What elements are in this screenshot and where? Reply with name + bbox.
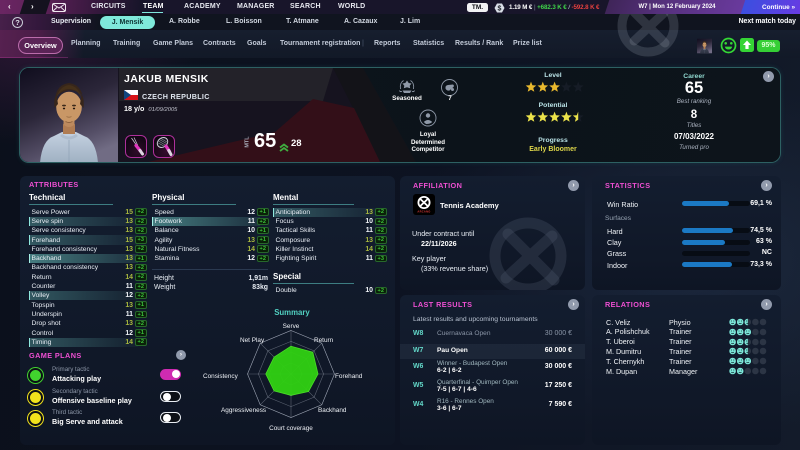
svg-text:$: $: [498, 6, 502, 13]
svg-text:ARCANO: ARCANO: [417, 210, 430, 214]
